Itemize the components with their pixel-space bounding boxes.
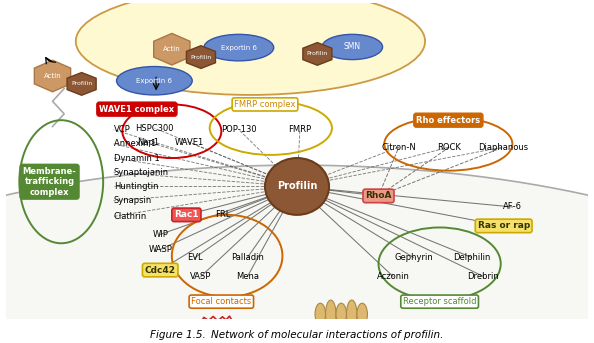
Ellipse shape — [116, 67, 192, 95]
Polygon shape — [34, 60, 71, 92]
Ellipse shape — [357, 303, 368, 325]
Text: Nap1: Nap1 — [137, 138, 160, 147]
Text: Profilin: Profilin — [307, 51, 328, 56]
Text: WAVE1 complex: WAVE1 complex — [99, 105, 175, 114]
Text: AF-6: AF-6 — [503, 202, 522, 212]
Text: Citron-N: Citron-N — [381, 142, 416, 152]
Polygon shape — [303, 43, 332, 65]
Text: VASP: VASP — [190, 272, 211, 281]
Ellipse shape — [326, 300, 336, 329]
Text: ROCK: ROCK — [438, 142, 462, 152]
Polygon shape — [154, 33, 190, 65]
Text: POP-130: POP-130 — [221, 125, 257, 134]
Text: WIP: WIP — [152, 230, 168, 239]
Text: Ras or rap: Ras or rap — [478, 221, 530, 230]
Text: Focal contacts: Focal contacts — [191, 297, 251, 306]
Text: Cdc42: Cdc42 — [145, 265, 176, 275]
Text: Rac1: Rac1 — [174, 210, 199, 220]
Text: Nucleus: Nucleus — [231, 0, 270, 2]
Text: RhoA: RhoA — [365, 191, 392, 200]
Text: EVL: EVL — [187, 253, 203, 262]
Ellipse shape — [346, 300, 357, 329]
Text: WASP: WASP — [148, 245, 172, 254]
Text: Exportin 6: Exportin 6 — [221, 45, 257, 51]
Text: Actin: Actin — [43, 73, 61, 79]
Ellipse shape — [336, 303, 346, 325]
Text: Receptor scaffold: Receptor scaffold — [403, 297, 476, 306]
Text: FMRP complex: FMRP complex — [234, 100, 296, 109]
Text: Delphilin: Delphilin — [453, 253, 490, 262]
Text: Diaphanous: Diaphanous — [479, 142, 529, 152]
Ellipse shape — [76, 0, 425, 95]
Text: Dynamin 1: Dynamin 1 — [113, 154, 159, 163]
Text: Annexin 1: Annexin 1 — [113, 139, 156, 149]
Text: Membrane-
trafficking
complex: Membrane- trafficking complex — [23, 167, 77, 197]
Text: Gephyrin: Gephyrin — [394, 253, 433, 262]
Text: Profilin: Profilin — [190, 55, 211, 60]
Text: Actin: Actin — [163, 46, 181, 52]
Text: Figure 1.5. Network of molecular interactions of profilin.: Figure 1.5. Network of molecular interac… — [150, 330, 444, 340]
Text: VCP: VCP — [113, 125, 130, 134]
Ellipse shape — [322, 34, 383, 60]
Polygon shape — [67, 72, 96, 95]
Text: Exportin 6: Exportin 6 — [137, 78, 172, 84]
Text: Huntingtin: Huntingtin — [113, 182, 158, 191]
Polygon shape — [187, 46, 216, 69]
Text: Synaptojanin: Synaptojanin — [113, 168, 169, 177]
Text: Rho effectors: Rho effectors — [416, 116, 481, 125]
Text: FRL: FRL — [215, 210, 230, 220]
Text: Drebrin: Drebrin — [467, 272, 499, 281]
Text: SMN: SMN — [344, 43, 361, 51]
Text: Mena: Mena — [236, 272, 259, 281]
Text: Aczonin: Aczonin — [377, 272, 409, 281]
Text: HSPC300: HSPC300 — [135, 123, 173, 133]
Text: Clathrin: Clathrin — [113, 212, 147, 221]
Ellipse shape — [315, 303, 326, 325]
Ellipse shape — [204, 34, 274, 61]
Text: WAVE1: WAVE1 — [175, 138, 204, 147]
Ellipse shape — [265, 158, 329, 215]
Text: Palladin: Palladin — [231, 253, 264, 262]
Text: Profilin: Profilin — [277, 181, 317, 191]
Text: FMRP: FMRP — [288, 125, 311, 134]
Polygon shape — [0, 165, 594, 343]
Text: Profilin: Profilin — [71, 81, 92, 86]
Text: Synapsin: Synapsin — [113, 196, 152, 205]
